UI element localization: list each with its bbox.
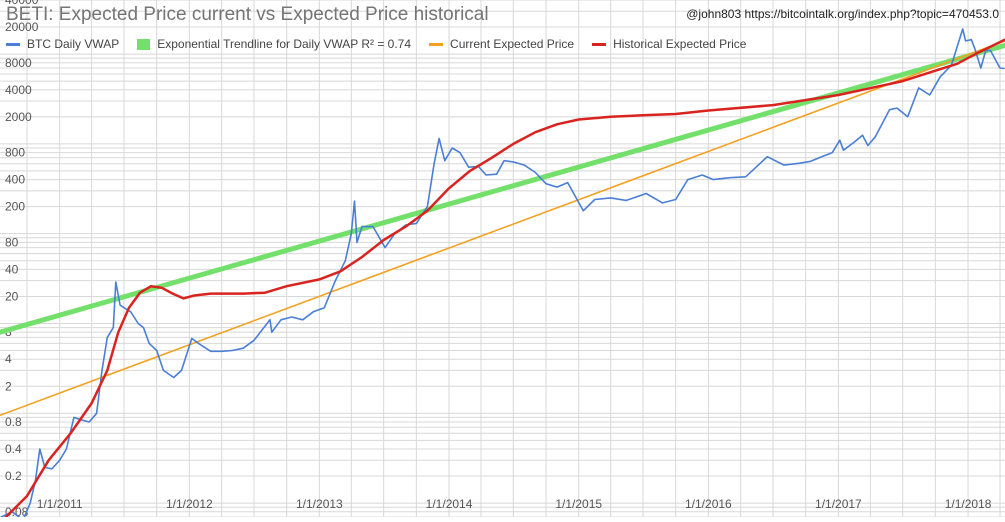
x-tick-label: 1/1/2016 (685, 497, 732, 511)
x-tick-label: 1/1/2013 (296, 497, 343, 511)
y-tick-label: 20000 (5, 20, 39, 34)
x-tick-label: 1/1/2015 (555, 497, 602, 511)
y-tick-label: 0.08 (5, 505, 29, 517)
y-tick-label: 0.8 (5, 415, 22, 429)
legend-label: BTC Daily VWAP (27, 37, 120, 51)
y-tick-label: 20 (5, 289, 19, 303)
y-tick-label: 0.2 (5, 469, 22, 483)
y-tick-label: 4 (5, 352, 12, 366)
legend-item: Exponential Trendline for Daily VWAP R² … (137, 37, 411, 51)
legend-label: Exponential Trendline for Daily VWAP R² … (157, 37, 412, 51)
x-tick-label: 1/1/2011 (37, 497, 83, 511)
y-tick-label: 2000 (5, 110, 32, 124)
legend-swatch (137, 38, 151, 50)
legend-swatch (429, 42, 444, 46)
series-line-0 (0, 28, 1005, 521)
x-tick-label: 1/1/2014 (426, 497, 473, 511)
y-tick-label: 0.4 (5, 442, 22, 456)
x-tick-label: 1/1/2017 (815, 497, 862, 511)
legend-label: Current Expected Price (450, 37, 575, 51)
series-line-3 (0, 38, 1005, 522)
y-tick-label: 2 (5, 379, 12, 393)
x-tick-label: 1/1/2018 (945, 497, 992, 511)
y-tick-labels: 0.080.20.40.8248204080200400800200040008… (5, 0, 39, 519)
series-layer (0, 28, 1005, 522)
y-tick-label: 400 (5, 173, 25, 187)
series-line-1 (0, 42, 1005, 335)
legend-swatch (6, 42, 20, 46)
legend-item: BTC Daily VWAP (6, 37, 119, 51)
y-tick-label: 800 (5, 146, 25, 160)
chart-title: BETI: Expected Price current vs Expected… (6, 4, 489, 25)
y-tick-label: 200 (5, 200, 25, 214)
y-tick-label: 40 (5, 262, 19, 276)
legend-swatch (592, 42, 607, 46)
legend-item: Historical Expected Price (592, 37, 746, 51)
x-tick-labels: 1/1/2011 1/1/2012 1/1/2013 1/1/2014 1/1/2015… (37, 497, 992, 511)
y-tick-label: 40000 (5, 0, 39, 7)
legend-item: Current Expected Price (429, 37, 574, 51)
x-tick-label: 1/1/2012 (166, 497, 213, 511)
series-line-2 (0, 40, 1005, 417)
legend-label: Historical Expected Price (613, 37, 747, 51)
y-tick-label: 8000 (5, 56, 32, 70)
y-tick-label: 80 (5, 235, 19, 249)
author-credit: @john803 https://bitcointalk.org/index.p… (686, 7, 999, 21)
legend: BTC Daily VWAP Exponential Trendline for … (6, 37, 746, 51)
y-tick-label: 4000 (5, 83, 32, 97)
